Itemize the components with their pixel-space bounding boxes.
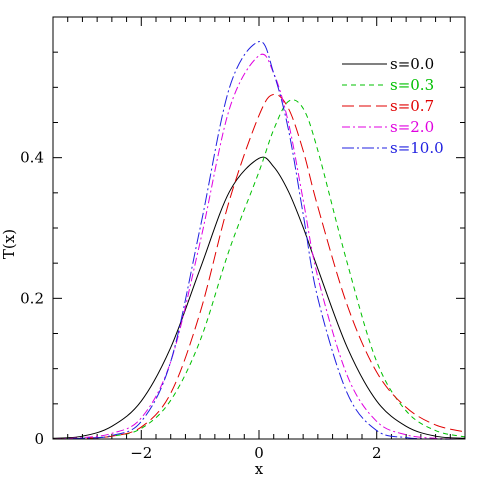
series-layer bbox=[52, 41, 466, 440]
series-line-4 bbox=[52, 41, 466, 440]
tick-labels-layer: −2 0 2 0 0.2 0.4 bbox=[20, 149, 381, 462]
y-axis-label: T(x) bbox=[0, 229, 18, 259]
plot-frame bbox=[52, 16, 466, 440]
x-tick-label: −2 bbox=[130, 444, 152, 462]
legend: s=0.0 s=0.3 s=0.7 s=2.0 s=10.0 bbox=[342, 55, 444, 157]
legend-label: s=0.0 bbox=[390, 55, 434, 73]
y-tick-label: 0.4 bbox=[20, 149, 44, 167]
legend-label: s=0.3 bbox=[390, 76, 434, 94]
series-line-1 bbox=[52, 99, 466, 440]
y-tick-label: 0 bbox=[34, 430, 44, 448]
x-axis-label: x bbox=[255, 460, 264, 478]
x-tick-label: 2 bbox=[372, 444, 382, 462]
legend-label: s=10.0 bbox=[390, 139, 444, 157]
x-tick-label: 0 bbox=[254, 444, 264, 462]
series-line-0 bbox=[52, 156, 466, 439]
legend-label: s=2.0 bbox=[390, 118, 434, 136]
legend-label: s=0.7 bbox=[390, 97, 434, 115]
series-line-2 bbox=[52, 93, 466, 440]
y-tick-label: 0.2 bbox=[20, 289, 44, 307]
